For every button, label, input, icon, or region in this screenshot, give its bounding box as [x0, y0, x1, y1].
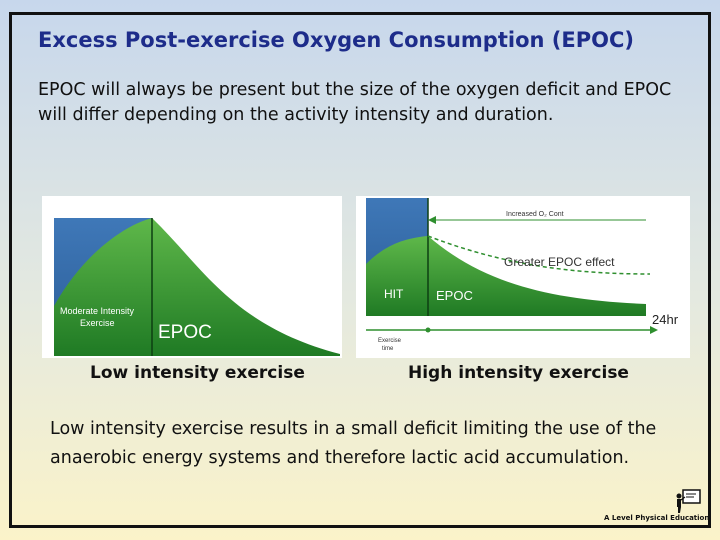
greater-epoc-label: Greater EPOC effect	[504, 255, 615, 269]
slide-title: Excess Post-exercise Oxygen Consumption …	[38, 28, 634, 52]
epoc-area	[428, 236, 646, 316]
hit-label: HIT	[384, 287, 404, 301]
epoc-label: EPOC	[158, 322, 212, 343]
low-intensity-epoc-graph: Moderate Intensity Exercise EPOC	[42, 196, 342, 358]
high-intensity-caption: High intensity exercise	[408, 363, 629, 383]
brand-logo: A Level Physical Education	[600, 488, 710, 526]
slide-frame	[9, 12, 711, 528]
high-intensity-epoc-graph: Increased O₂ Cont Greater EPOC effect HI…	[356, 196, 690, 358]
epoc-area	[152, 218, 340, 356]
oxygen-consumption-area	[54, 218, 152, 356]
brand-logo-text: A Level Physical Education	[604, 514, 710, 522]
oxygen-consumption-area	[366, 236, 428, 316]
axis-label-line2: time	[382, 346, 394, 352]
increased-o2-label: Increased O₂ Cont	[506, 211, 564, 218]
deficit-label-line2: Exercise	[80, 318, 115, 328]
time-label: 24hr	[652, 312, 679, 327]
epoc-label: EPOC	[436, 288, 473, 303]
arrow-right-icon	[650, 326, 658, 334]
low-intensity-caption: Low intensity exercise	[90, 363, 305, 383]
arrow-left-icon	[428, 216, 436, 224]
summary-paragraph: Low intensity exercise results in a smal…	[50, 419, 657, 468]
axis-label: Exercise	[378, 338, 402, 344]
greater-epoc-curve	[427, 235, 651, 275]
intro-paragraph: EPOC will always be present but the size…	[38, 80, 672, 125]
deficit-label: Moderate Intensity	[60, 306, 135, 316]
presenter-board-icon	[676, 489, 701, 513]
